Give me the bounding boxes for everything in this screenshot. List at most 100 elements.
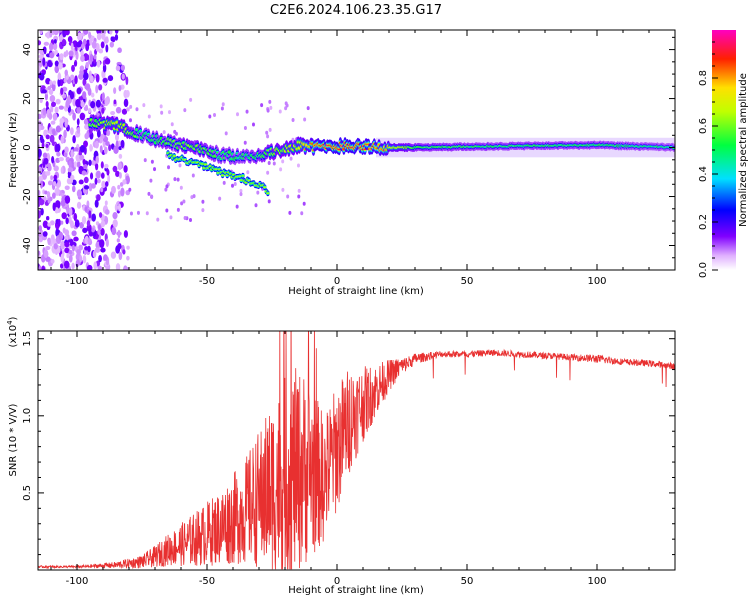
spectrogram-branch-cell [231, 173, 236, 176]
spectrogram-speckle [52, 128, 56, 136]
spectrogram-branch-cell [237, 175, 242, 178]
spectrogram-speckle [105, 238, 109, 248]
spectrogram-branch-cell [208, 165, 212, 168]
spectrogram-speckle [41, 89, 47, 94]
spectrogram-speckle [189, 97, 193, 102]
spectrogram-speckle [272, 161, 276, 166]
spectrogram-speckle [51, 101, 56, 107]
y-tick-label: 0.5 [22, 485, 33, 501]
spectrogram-speckle [53, 39, 57, 44]
spectrogram-speckle [78, 244, 84, 251]
spectrogram-speckle [97, 228, 101, 235]
y-tick-label: 1.0 [22, 408, 33, 424]
spectrogram-speckle [71, 230, 77, 237]
spectrogram-speckle [47, 222, 52, 227]
spectrogram-speckle [268, 99, 272, 104]
spectrogram-speckle [83, 185, 90, 190]
spectrogram-ridge-cell [227, 151, 232, 153]
spectrogram-xlabel: Height of straight line (km) [288, 286, 424, 297]
spectrogram-speckle [41, 69, 46, 74]
spectrogram-speckle [64, 247, 70, 254]
spectrogram-speckle [118, 172, 122, 179]
spectrogram-speckle [183, 216, 187, 221]
spectrogram-speckle [40, 207, 44, 216]
spectrogram-speckle [159, 104, 163, 109]
spectrogram-speckle [72, 112, 76, 121]
spectrogram-speckle [96, 30, 102, 35]
spectrogram-speckle [39, 30, 43, 35]
spectrogram-speckle [95, 73, 100, 83]
spectrogram-speckle [104, 57, 111, 65]
spectrogram-speckle [52, 42, 58, 51]
spectrogram-speckle [98, 224, 101, 230]
spectrogram-speckle [67, 167, 74, 173]
spectrogram-speckle [104, 209, 110, 215]
spectrogram-speckle [69, 238, 74, 244]
spectrogram-speckle [38, 40, 42, 46]
spectrogram-speckle [98, 212, 103, 218]
spectrogram-speckle [86, 220, 91, 227]
spectrogram-speckle [76, 248, 82, 255]
spectrogram-speckle [65, 49, 69, 57]
spectrogram-speckle [109, 30, 113, 35]
spectrogram-speckle [80, 43, 85, 50]
spectrogram-speckle [84, 83, 90, 90]
colorbar-label: Normalized spectral amplitude [738, 73, 749, 227]
spectrogram-speckle [183, 108, 187, 113]
spectrogram-speckle [100, 187, 104, 193]
spectrogram-speckle [49, 52, 55, 59]
spectrogram-speckle [75, 154, 81, 161]
spectrogram-speckle [147, 191, 151, 196]
spectrogram-speckle [47, 180, 53, 186]
snr-multiplier-close: ) [8, 316, 19, 320]
spectrogram-speckle [60, 87, 64, 96]
spectrogram-speckle [120, 64, 125, 71]
spectrogram-speckle [53, 243, 58, 250]
spectrogram-speckle [96, 129, 101, 138]
spectrogram-speckle [65, 217, 69, 225]
spectrogram-speckle [61, 212, 67, 220]
spectrogram-speckle [86, 54, 90, 61]
spectrogram-speckle [61, 38, 67, 46]
spectrogram-speckle [117, 184, 121, 190]
x-tick-label: 100 [587, 576, 606, 587]
spectrogram-speckle [64, 235, 69, 241]
spectrogram-speckle [279, 167, 283, 172]
spectrogram-speckle [63, 129, 67, 139]
spectrogram-speckle [120, 187, 125, 197]
spectrogram-speckle [297, 188, 301, 193]
spectrogram-speckle [102, 77, 108, 83]
spectrogram-speckle [98, 84, 103, 91]
spectrogram-speckle [94, 140, 99, 149]
spectrogram-speckle [105, 141, 110, 146]
spectrogram-speckle [118, 153, 123, 159]
spectrogram-speckle [84, 133, 89, 140]
spectrogram-speckle [83, 118, 88, 125]
spectrogram-speckle [97, 178, 101, 184]
spectrogram-speckle [113, 99, 117, 105]
spectrogram-speckle [176, 177, 180, 182]
spectrogram-speckle [235, 204, 239, 209]
spectrogram-speckle [84, 206, 88, 212]
spectrogram-speckle [57, 218, 61, 227]
spectrogram-speckle [76, 106, 81, 114]
spectrogram-speckle [76, 87, 82, 95]
spectrogram-speckle [142, 103, 146, 108]
spectrogram-speckle [100, 247, 106, 253]
spectrogram-speckle [66, 177, 72, 185]
spectrogram-speckle [117, 190, 121, 198]
spectrogram-speckle [49, 80, 53, 86]
spectrogram-speckle [191, 173, 195, 178]
spectrogram-speckle [47, 237, 51, 246]
spectrogram-speckle [180, 201, 184, 206]
spectrogram-speckle [109, 41, 115, 48]
spectrogram-speckle [45, 143, 49, 148]
spectrogram-speckle [59, 117, 65, 124]
spectrogram-speckle [79, 254, 83, 263]
x-tick-label: 0 [334, 276, 340, 287]
spectrogram-speckle [80, 50, 84, 57]
spectrogram-speckle [38, 65, 41, 74]
spectrogram-speckle [296, 163, 300, 168]
spectrogram-speckle [85, 61, 89, 69]
spectrogram-speckle [75, 98, 81, 108]
